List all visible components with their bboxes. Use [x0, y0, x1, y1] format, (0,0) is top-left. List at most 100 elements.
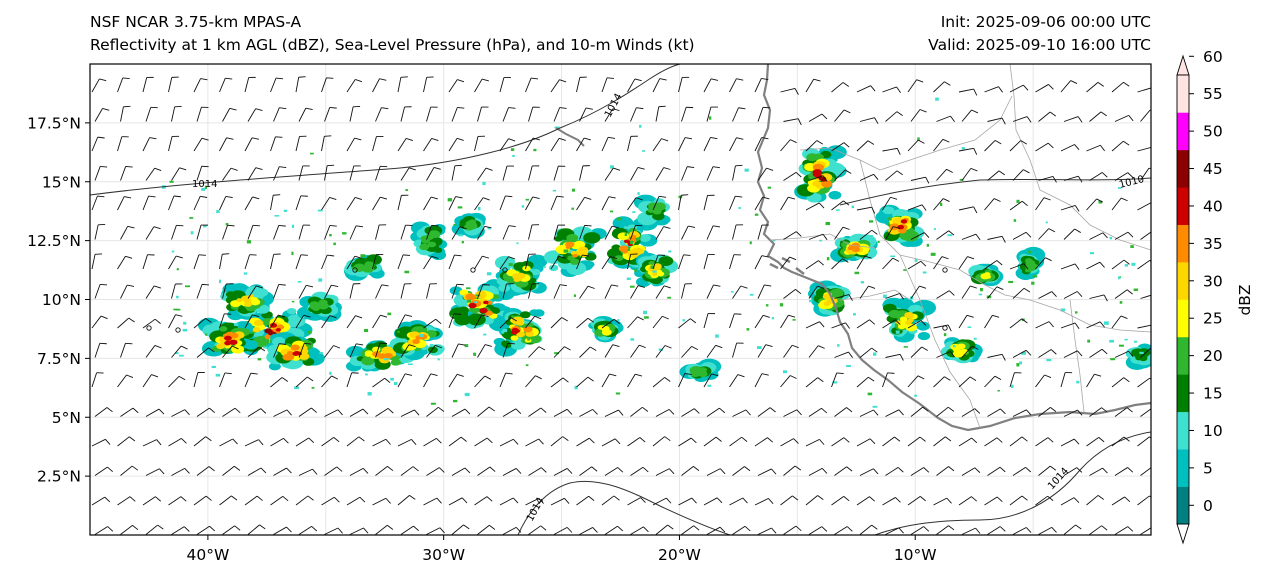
wind-barb [117, 317, 135, 329]
wind-barb-shaft [1009, 140, 1022, 152]
reflectivity-pixel [1133, 288, 1138, 291]
reflectivity-pixel [309, 152, 314, 155]
reflectivity-pixel [651, 272, 658, 277]
wind-barb [882, 372, 895, 388]
wind-barb-feather [157, 524, 164, 530]
wind-barb-feather [209, 407, 216, 414]
wind-barb-feather [1094, 373, 1102, 377]
wind-barb [652, 436, 671, 447]
wind-barb-shaft [859, 468, 874, 476]
wind-barb [346, 372, 359, 388]
wind-barb-feather [538, 498, 544, 504]
reflectivity-pixel [244, 301, 253, 307]
wind-barb-feather [817, 495, 824, 500]
wind-barb-shaft [244, 77, 250, 93]
wind-barb-shaft [987, 286, 998, 299]
wind-barb-feather [258, 439, 264, 446]
wind-barb-shaft [757, 407, 771, 417]
wind-barb [703, 137, 718, 152]
wind-barb [627, 437, 646, 447]
wind-barb-shaft [1114, 350, 1129, 358]
wind-barb-shaft [528, 525, 541, 535]
wind-barb [222, 407, 241, 417]
wind-barb-shaft [397, 254, 404, 270]
wind-barb-feather [791, 344, 799, 349]
wind-barb-shaft [1012, 116, 1028, 122]
wind-barb-feather [789, 375, 797, 379]
wind-barb-shaft [448, 79, 458, 93]
wind-barb-feather [250, 372, 258, 375]
wind-barb [757, 167, 774, 181]
wind-barb [961, 285, 977, 299]
wind-barb-shaft [273, 225, 280, 240]
wind-barb [94, 165, 108, 181]
wind-barb-shaft [346, 436, 360, 447]
wind-barb-feather [637, 316, 644, 321]
wind-barb [321, 254, 335, 270]
wind-barb-shaft [1111, 259, 1125, 270]
wind-barb-feather [592, 527, 598, 533]
wind-barb [783, 289, 802, 299]
wind-barb-shaft [1038, 291, 1053, 299]
wind-barb [678, 137, 693, 152]
wind-barb [502, 165, 514, 181]
wind-barb [117, 136, 129, 152]
wind-barb [652, 315, 669, 329]
wind-barb-feather [184, 468, 190, 474]
reflectivity-pixel [1025, 261, 1030, 266]
wind-barb [244, 76, 256, 93]
wind-barb [346, 496, 366, 506]
wind-barb-feather [1152, 347, 1158, 351]
reflectivity-pixel [1010, 384, 1014, 389]
reflectivity-pixel [360, 254, 366, 258]
wind-barb-feather [871, 524, 878, 530]
wind-barb-shaft [375, 166, 381, 181]
wind-barb-shaft [579, 285, 589, 299]
wind-barb-feather [355, 196, 362, 201]
wind-barb-feather [151, 374, 159, 378]
wind-barb-shaft [630, 167, 639, 181]
reflectivity-pixel [935, 97, 939, 101]
wind-barb-feather [1074, 263, 1080, 270]
wind-barb-shaft [426, 106, 432, 122]
colorbar-tick-label: 15 [1203, 385, 1223, 403]
wind-barb-feather [793, 438, 799, 444]
wind-barb [273, 526, 292, 535]
wind-barb-feather [1048, 228, 1056, 233]
wind-barb-shaft [1137, 377, 1150, 388]
reflectivity-pixel [233, 323, 239, 327]
wind-barb [321, 135, 332, 152]
wind-barb-shaft [397, 438, 412, 447]
wind-barb-shaft [907, 436, 921, 447]
wind-barb-shaft [859, 285, 869, 299]
wind-barb-shaft [244, 439, 259, 447]
reflectivity-pixel [552, 189, 557, 192]
wind-barb [601, 438, 621, 447]
wind-barb-shaft [324, 466, 338, 476]
wind-barb-feather [918, 139, 925, 144]
wind-barb-shaft [1060, 80, 1072, 93]
wind-barb-feather [948, 290, 955, 296]
wind-barb [1060, 372, 1073, 388]
wind-barb-feather [355, 315, 363, 319]
wind-barb-shaft [732, 409, 747, 417]
reflectivity-pixel [624, 233, 628, 236]
wind-barb-feather [608, 196, 616, 199]
wind-barb-feather [974, 467, 981, 473]
wind-barb-shaft [783, 525, 797, 535]
wind-barb-shaft [831, 372, 838, 388]
wind-barb-feather [385, 497, 391, 504]
wind-barb-shaft [783, 171, 797, 181]
reflectivity-pixel [521, 205, 525, 208]
wind-barb [448, 196, 463, 211]
wind-barb [94, 283, 108, 299]
wind-barb-feather [887, 372, 895, 374]
reflectivity-pixel [236, 298, 243, 303]
wind-barb-feather [843, 437, 850, 443]
reflectivity-cell [1015, 246, 1046, 280]
wind-barb [273, 284, 286, 299]
wind-barb-shaft [729, 313, 735, 329]
wind-barb [601, 77, 615, 93]
wind-barb-shaft [372, 377, 385, 388]
wind-barb-shaft [448, 374, 458, 388]
